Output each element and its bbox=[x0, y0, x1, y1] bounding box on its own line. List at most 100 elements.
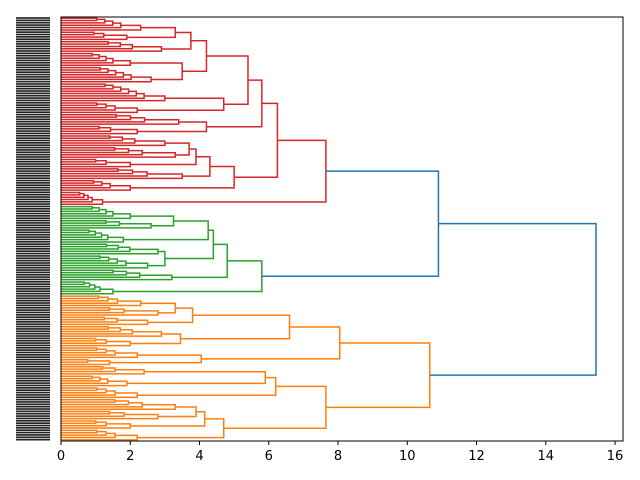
leaf-label bbox=[16, 384, 50, 387]
dendrogram-link bbox=[261, 170, 440, 277]
leaf-label bbox=[16, 69, 50, 71]
dendrogram-link bbox=[61, 296, 109, 302]
dendrogram-link bbox=[61, 258, 119, 264]
dendrogram-link bbox=[130, 411, 206, 427]
leaf-label bbox=[16, 193, 50, 196]
leaf-label bbox=[16, 139, 50, 142]
dendrogram-link bbox=[61, 221, 121, 227]
leaf-label bbox=[16, 210, 50, 212]
leaf-label bbox=[16, 26, 50, 29]
leaf-label bbox=[16, 337, 50, 340]
dendrogram-link bbox=[126, 26, 177, 39]
leaf-label bbox=[16, 97, 50, 99]
leaf-label bbox=[16, 52, 50, 55]
leaf-label bbox=[16, 189, 50, 191]
leaf-label bbox=[16, 198, 50, 201]
leaf-label bbox=[16, 429, 50, 432]
leaf-label bbox=[16, 163, 50, 165]
plot-frame bbox=[60, 16, 624, 442]
leaf-label bbox=[16, 285, 50, 288]
dendrogram-link bbox=[206, 79, 263, 128]
leaf-label bbox=[16, 38, 50, 41]
dendrogram-link bbox=[61, 148, 130, 154]
leaf-label bbox=[16, 17, 50, 19]
leaf-label bbox=[16, 212, 50, 215]
leaf-label bbox=[16, 288, 50, 290]
dendrogram-link bbox=[61, 298, 119, 304]
leaf-label bbox=[16, 238, 50, 241]
dendrogram-link bbox=[180, 314, 291, 340]
leaf-label bbox=[16, 398, 50, 401]
dendrogram-link bbox=[157, 406, 197, 418]
x-tick-label: 16 bbox=[607, 449, 624, 464]
leaf-label bbox=[16, 405, 50, 408]
leaf-label bbox=[16, 379, 50, 382]
leaf-label bbox=[16, 255, 50, 257]
dendrogram-link bbox=[61, 220, 107, 224]
dendrogram-link bbox=[61, 92, 145, 100]
dendrogram-link bbox=[61, 400, 130, 406]
leaf-label bbox=[16, 92, 50, 95]
leaf-label bbox=[16, 87, 50, 90]
dendrogram-link bbox=[429, 222, 597, 376]
dendrogram-link bbox=[61, 136, 124, 142]
dendrogram-link bbox=[61, 248, 159, 255]
leaf-label bbox=[16, 346, 50, 349]
leaf-label bbox=[16, 186, 50, 189]
leaf-label bbox=[16, 54, 50, 57]
leaf-label bbox=[16, 43, 50, 45]
leaf-label bbox=[16, 196, 50, 198]
leaf-label bbox=[16, 372, 50, 375]
dendrogram-link bbox=[61, 317, 119, 323]
leaf-label bbox=[16, 233, 50, 236]
leaf-label bbox=[16, 318, 50, 321]
leaf-label bbox=[16, 394, 50, 396]
leaf-label bbox=[16, 21, 50, 24]
dendrogram-link bbox=[61, 429, 98, 434]
dendrogram-link bbox=[61, 327, 121, 333]
x-tick-label: 12 bbox=[468, 449, 485, 464]
leaf-label bbox=[16, 328, 50, 330]
dendrogram-link bbox=[61, 168, 119, 173]
leaf-label bbox=[16, 419, 50, 422]
dendrogram-link bbox=[61, 125, 100, 130]
leaf-label bbox=[16, 203, 50, 205]
leaf-label bbox=[16, 323, 50, 326]
leaf-label bbox=[16, 132, 50, 135]
leaf-label bbox=[16, 222, 50, 224]
leaf-label bbox=[16, 73, 50, 76]
dendrogram-link bbox=[61, 181, 103, 187]
leaf-label bbox=[16, 259, 50, 262]
leaf-label bbox=[16, 45, 50, 48]
leaf-label bbox=[16, 28, 50, 31]
dendrogram-link bbox=[137, 418, 225, 439]
dendrogram-link bbox=[61, 244, 119, 250]
leaf-label bbox=[16, 167, 50, 170]
leaf-label bbox=[16, 144, 50, 147]
dendrogram-link bbox=[61, 43, 134, 50]
leaf-label bbox=[16, 134, 50, 137]
leaf-label bbox=[16, 271, 50, 274]
leaf-label bbox=[16, 424, 50, 427]
leaf-label bbox=[16, 104, 50, 106]
leaf-label bbox=[16, 200, 50, 203]
dendrogram-link bbox=[61, 388, 107, 394]
leaf-label bbox=[16, 309, 50, 311]
leaf-label bbox=[16, 335, 50, 337]
leaf-label bbox=[16, 292, 50, 295]
dendrogram-link bbox=[61, 368, 145, 375]
leaf-label bbox=[16, 99, 50, 102]
leaf-label bbox=[16, 344, 50, 347]
leaf-label bbox=[16, 106, 50, 109]
leaf-label bbox=[16, 438, 50, 441]
dendrogram-link bbox=[61, 17, 98, 22]
x-tick-label: 14 bbox=[538, 449, 555, 464]
leaf-label bbox=[16, 90, 50, 92]
leaf-label bbox=[16, 160, 50, 163]
dendrogram-link bbox=[61, 348, 107, 354]
leaf-label bbox=[16, 273, 50, 276]
leaf-label bbox=[16, 339, 50, 342]
leaf-labels bbox=[16, 17, 50, 441]
dendrogram-link bbox=[61, 213, 132, 220]
dendrogram-link bbox=[206, 55, 249, 105]
